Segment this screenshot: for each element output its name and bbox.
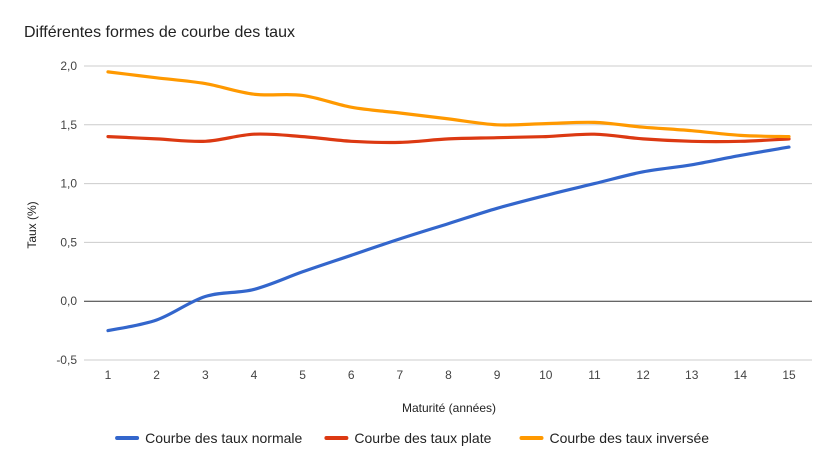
x-tick-label: 10 — [539, 368, 553, 382]
series-line-2 — [106, 70, 791, 139]
gridlines — [84, 65, 812, 361]
x-tick-label: 6 — [348, 368, 355, 382]
y-tick-label: 2,0 — [60, 59, 77, 73]
series-line-0 — [106, 145, 791, 333]
x-tick-label: 11 — [588, 368, 601, 382]
y-tick-label: 0,5 — [60, 235, 77, 249]
x-tick-label: 14 — [734, 368, 748, 382]
x-tick-label: 9 — [494, 368, 501, 382]
series-line-1 — [106, 132, 791, 145]
series-lines — [106, 70, 791, 333]
y-tick-label: 1,0 — [60, 177, 77, 191]
legend-label-1: Courbe des taux plate — [354, 430, 491, 446]
x-tick-label: 3 — [202, 368, 209, 382]
x-tick-label: 7 — [397, 368, 404, 382]
x-tick-label: 5 — [299, 368, 306, 382]
y-tick-label: 1,5 — [60, 118, 77, 132]
legend: Courbe des taux normale Courbe des taux p… — [115, 430, 710, 446]
x-tick-label: 8 — [445, 368, 452, 382]
x-tick-label: 13 — [685, 368, 699, 382]
x-tick-label: 12 — [636, 368, 650, 382]
x-axis-ticks: 1 2 3 4 5 6 7 8 9 10 11 12 13 14 15 — [105, 368, 796, 382]
y-axis-title: Taux (%) — [25, 201, 39, 248]
y-tick-label: 0,0 — [60, 294, 77, 308]
chart-title: Différentes formes de courbe des taux — [24, 24, 295, 41]
x-axis-title: Maturité (années) — [402, 401, 496, 415]
y-tick-label: -0,5 — [56, 353, 77, 367]
x-tick-label: 1 — [105, 368, 112, 382]
x-tick-label: 15 — [782, 368, 796, 382]
y-axis-ticks: 2,0 1,5 1,0 0,5 0,0 -0,5 — [56, 59, 77, 367]
legend-label-2: Courbe des taux inversée — [550, 430, 710, 446]
x-tick-label: 2 — [153, 368, 160, 382]
legend-label-0: Courbe des taux normale — [145, 430, 302, 446]
x-tick-label: 4 — [251, 368, 258, 382]
